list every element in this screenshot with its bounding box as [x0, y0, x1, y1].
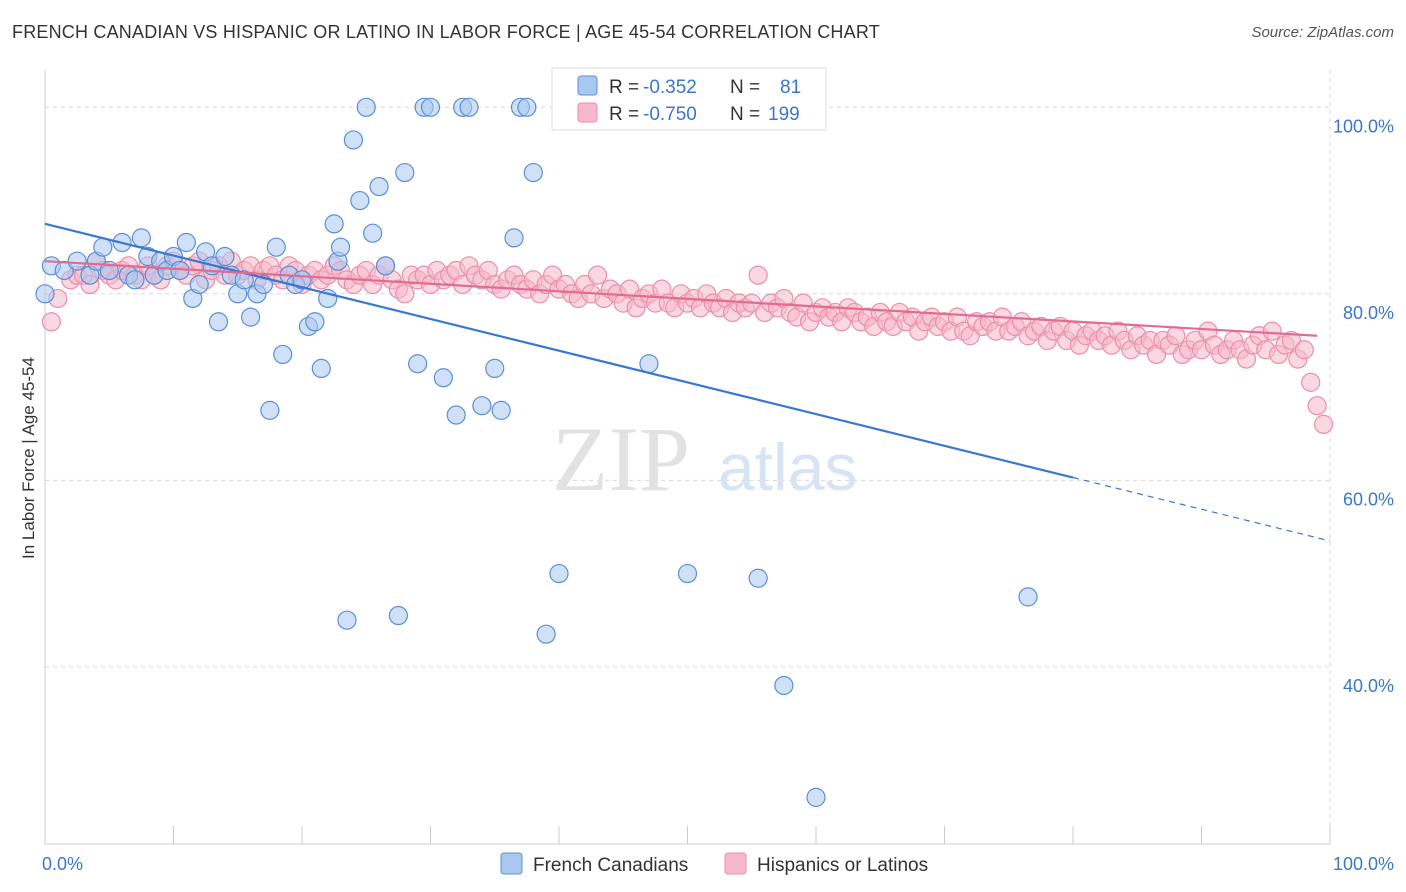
series-french-canadians [35, 93, 1038, 807]
french-canadian-point-45 [350, 190, 370, 211]
french-canadian-point-49 [375, 256, 396, 276]
y-tick-label-1: 80.0% [1343, 303, 1394, 323]
legend-swatch-blue [577, 75, 598, 96]
french-canadian-point-38 [311, 358, 331, 379]
french-canadian-point-71 [774, 675, 794, 696]
french-canadian-point-44 [343, 130, 363, 150]
french-canadian-point-23 [215, 246, 235, 267]
hispanic-point-54 [395, 284, 415, 304]
trend-lines [44, 222, 1331, 542]
french-canadian-point-43 [337, 610, 357, 630]
legend-n-label-2: N = [730, 104, 760, 125]
french-canadian-point-55 [433, 368, 453, 388]
french-canadian-point-73 [806, 787, 826, 807]
trend-line-french-canadians-extrapolated [1072, 476, 1331, 542]
french-canadian-point-9 [125, 270, 145, 290]
series-legend-swatch-blue [500, 852, 523, 875]
y-tick-label-3: 40.0% [1343, 676, 1394, 696]
french-canadian-point-19 [189, 274, 209, 295]
french-canadian-point-27 [241, 307, 261, 327]
correlation-legend: R = -0.352 N = 81 R = -0.750 N = 199 [551, 67, 827, 131]
french-canadian-point-70 [748, 568, 768, 588]
chart-title: FRENCH CANADIAN VS HISPANIC OR LATINO IN… [12, 22, 880, 42]
y-tick-label-2: 60.0% [1343, 489, 1394, 509]
y-axis-title: In Labor Force | Age 45-54 [19, 357, 38, 559]
french-canadian-point-22 [208, 312, 229, 332]
watermark: ZIP atlas [552, 408, 857, 510]
french-canadian-point-46 [356, 97, 376, 117]
series-legend-label-blue: French Canadians [533, 855, 688, 876]
y-tick-labels: 100.0% 80.0% 60.0% 40.0% [1333, 116, 1394, 696]
french-canadian-point-66 [536, 624, 556, 644]
legend-r-value-2: -0.750 [643, 104, 697, 125]
french-canadian-point-64 [517, 97, 537, 117]
french-canadian-point-67 [549, 563, 569, 584]
french-canadian-point-32 [273, 344, 293, 365]
french-canadian-point-30 [260, 400, 280, 420]
french-canadian-point-68 [639, 354, 659, 374]
french-canadian-point-17 [176, 232, 196, 253]
hispanic-point-174 [1166, 326, 1186, 346]
french-canadian-point-2 [67, 251, 87, 271]
hispanic-point-194 [1294, 340, 1314, 360]
hispanic-point-197 [1313, 414, 1334, 434]
hispanic-point-116 [793, 293, 813, 313]
hispanic-point-89 [620, 279, 640, 299]
french-canadian-point-48 [369, 176, 389, 197]
axes [44, 70, 1331, 845]
series-legend-label-pink: Hispanics or Latinos [757, 855, 928, 876]
legend-swatch-pink [577, 102, 598, 123]
french-canadian-point-42 [330, 237, 351, 257]
french-canadian-point-59 [472, 396, 492, 416]
hispanic-point-196 [1307, 396, 1327, 416]
legend-n-value-1: 81 [780, 77, 801, 98]
french-canadian-point-37 [305, 312, 325, 332]
legend-r-label-2: R = [609, 104, 639, 125]
hispanic-point-195 [1301, 372, 1321, 392]
french-canadian-point-60 [485, 358, 505, 379]
french-canadian-point-62 [504, 228, 524, 248]
french-canadian-point-31 [266, 237, 286, 257]
hispanic-point-109 [748, 265, 768, 285]
watermark-atlas: atlas [718, 430, 857, 504]
hispanic-point-84 [587, 265, 608, 285]
french-canadian-point-56 [446, 405, 466, 425]
french-canadian-point-52 [408, 354, 428, 374]
hispanic-point-192 [1281, 330, 1302, 351]
series-legend: French Canadians Hispanics or Latinos [500, 852, 928, 876]
french-canadian-point-74 [1018, 587, 1038, 607]
hispanic-point-0 [41, 312, 62, 332]
french-canadian-point-51 [395, 162, 415, 183]
legend-n-label-1: N = [730, 77, 760, 98]
french-canadian-point-69 [677, 563, 698, 584]
legend-r-value-1: -0.352 [643, 77, 697, 98]
legend-r-label-1: R = [609, 77, 639, 98]
french-canadian-point-75 [35, 284, 55, 304]
french-canadian-point-50 [388, 605, 408, 626]
french-canadian-point-65 [523, 162, 543, 183]
x-tick-label-max: 100.0% [1333, 854, 1394, 874]
watermark-zip: ZIP [552, 408, 690, 510]
series-legend-swatch-pink [724, 852, 747, 875]
x-tick-label-min: 0.0% [42, 854, 83, 874]
french-canadian-point-58 [459, 97, 479, 117]
source-credit: Source: ZipAtlas.com [1251, 24, 1394, 41]
french-canadian-point-47 [363, 223, 383, 243]
french-canadian-point-26 [234, 270, 254, 290]
trend-line-french-canadians [44, 222, 1074, 479]
french-canadian-point-10 [131, 228, 151, 248]
french-canadian-point-54 [420, 97, 441, 117]
hispanic-point-189 [1262, 321, 1282, 341]
legend-n-value-2: 199 [768, 104, 800, 125]
y-tick-label-0: 100.0% [1333, 116, 1394, 136]
trend-line-hispanics-or-latinos [44, 260, 1318, 337]
french-canadian-point-5 [93, 237, 113, 257]
french-canadian-point-61 [491, 400, 511, 420]
french-canadian-point-40 [324, 214, 344, 234]
